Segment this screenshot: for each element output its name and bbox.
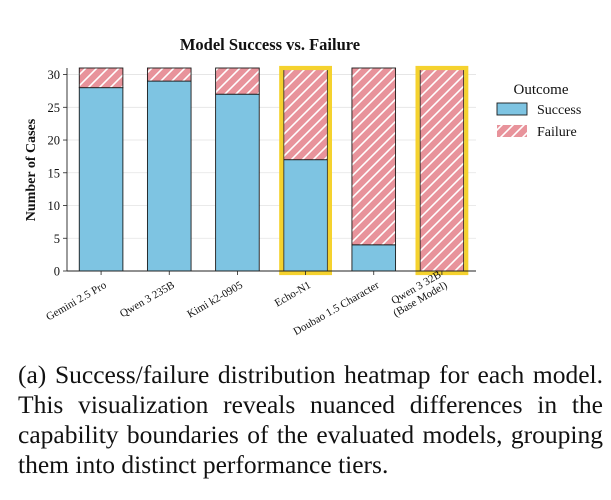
- legend-swatch-success: [496, 102, 528, 116]
- legend-title: Outcome: [514, 82, 569, 98]
- bar-failure: [146, 67, 192, 82]
- chart: 0 5 10 15 20 25 30 Gemini 2.5 Pro Qwen 3 235B Kim…: [24, 35, 581, 338]
- y-tick-label: 15: [48, 166, 61, 180]
- y-axis-label: Number of Cases: [24, 118, 39, 221]
- y-tick-label: 25: [48, 101, 61, 115]
- x-tick-label-line: Qwen 3 235B: [118, 279, 177, 320]
- x-tick-label: Kimi k2-0905: [185, 279, 245, 321]
- axes: [66, 68, 476, 272]
- bar-failure: [419, 67, 465, 272]
- y-tick-label: 5: [54, 232, 60, 246]
- y-tick-label: 20: [48, 134, 61, 148]
- chart-title: Model Success vs. Failure: [180, 35, 360, 54]
- x-tick-label: Qwen 3 235B: [118, 279, 177, 320]
- x-tick-label: Qwen 3 32B(Base Model): [385, 269, 449, 320]
- x-tick-label: Echo-N1: [273, 279, 313, 309]
- bar-success: [78, 87, 124, 272]
- y-tick-label: 30: [48, 68, 61, 82]
- y-tick-label: 10: [48, 199, 61, 213]
- legend: Outcome Success Failure: [496, 82, 581, 140]
- grid: [67, 74, 476, 272]
- bar-success: [283, 159, 328, 272]
- plot-area: [67, 68, 476, 271]
- bar-failure: [78, 67, 124, 89]
- bar-success: [215, 93, 260, 272]
- bar-failure: [215, 67, 260, 95]
- bar-failure: [283, 67, 328, 161]
- x-tick-label-line: Kimi k2-0905: [185, 279, 245, 321]
- legend-swatch-failure: [497, 125, 527, 137]
- bars: [78, 67, 465, 272]
- bar-success: [351, 244, 397, 272]
- x-tick-label-line: Gemini 2.5 Pro: [44, 279, 109, 323]
- legend-label-failure: Failure: [537, 125, 577, 140]
- bar-failure: [351, 67, 397, 246]
- y-tick-label: 0: [54, 265, 60, 279]
- legend-label-success: Success: [537, 103, 581, 118]
- x-tick-label-line: Echo-N1: [273, 279, 313, 309]
- figure-caption: (a) Success/failure distribution heatmap…: [18, 360, 603, 479]
- bar-success: [146, 80, 192, 272]
- x-tick-label: Gemini 2.5 Pro: [44, 279, 109, 323]
